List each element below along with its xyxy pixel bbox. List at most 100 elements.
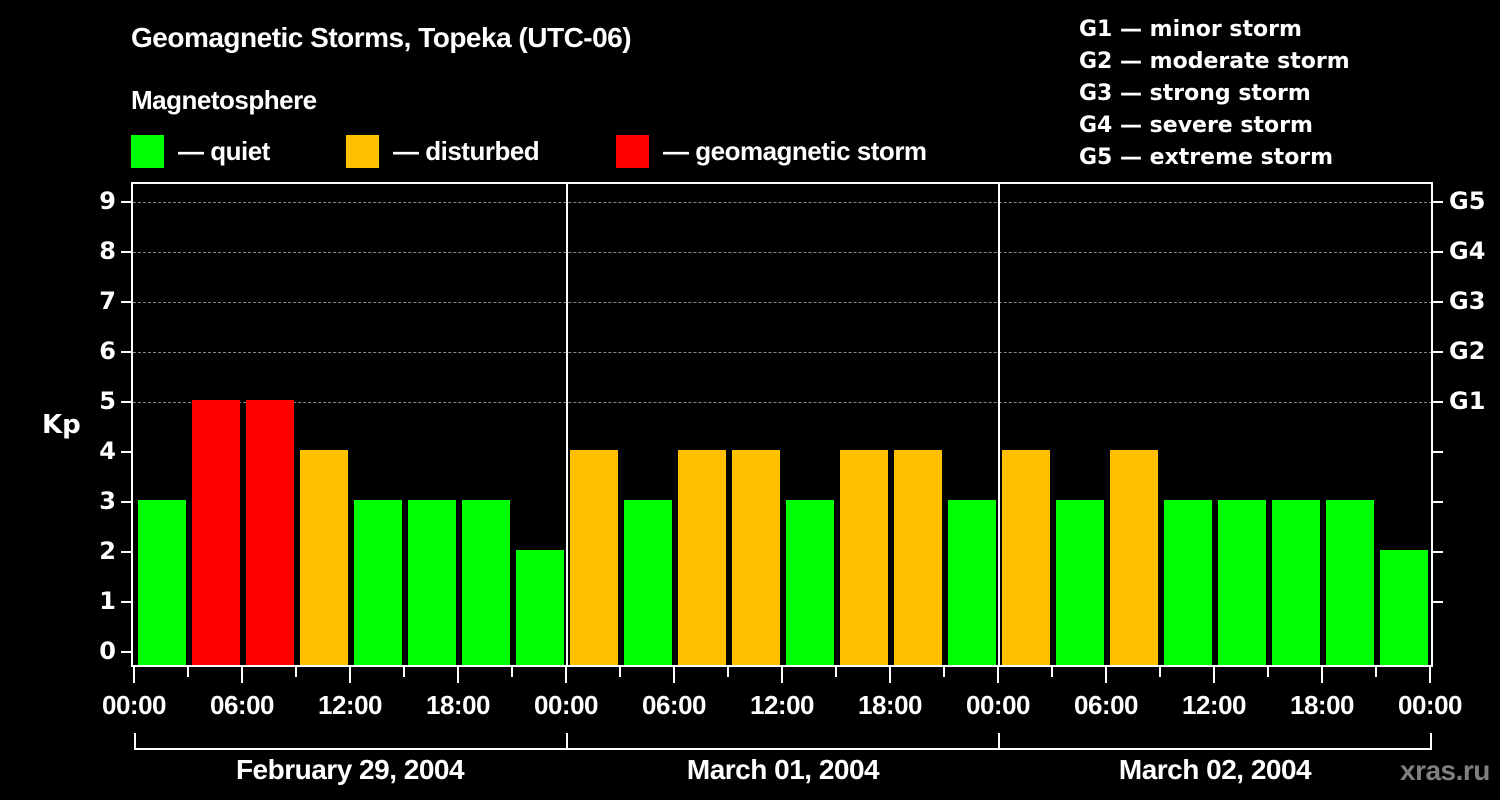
x-tick	[565, 667, 567, 683]
kp-bar	[1272, 500, 1320, 665]
y-tick-label: 9	[99, 187, 116, 215]
right-tick	[1433, 551, 1443, 553]
x-tick	[133, 667, 135, 683]
y-tick-label: 1	[99, 587, 116, 615]
x-tick	[457, 667, 459, 683]
quiet-swatch	[131, 134, 164, 168]
legend-storm-label: — geomagnetic storm	[663, 135, 927, 166]
y-tick-label: 6	[99, 337, 116, 365]
kp-bar	[624, 500, 672, 665]
legend-quiet: — quiet	[131, 134, 270, 168]
kp-bar	[462, 500, 510, 665]
y-tick-label: 7	[99, 287, 116, 315]
y-axis-label: Kp	[42, 410, 81, 440]
kp-bar	[1056, 500, 1104, 665]
y-tick	[121, 301, 131, 303]
x-tick-label: 12:00	[750, 690, 815, 720]
y-tick	[121, 251, 131, 253]
g2-legend: G2 — moderate storm	[1079, 49, 1350, 74]
g-scale-legend: G1 — minor storm G2 — moderate storm G3 …	[1079, 14, 1350, 174]
x-tick	[1159, 667, 1161, 677]
legend-subtitle: Magnetosphere	[131, 85, 317, 115]
y-tick-label: 8	[99, 237, 116, 265]
g-level-label: G4	[1449, 237, 1486, 265]
legend-quiet-label: — quiet	[178, 135, 270, 166]
legend-disturbed-label: — disturbed	[393, 135, 540, 166]
x-tick-label: 00:00	[1398, 690, 1463, 720]
legend-disturbed: — disturbed	[346, 134, 540, 168]
x-tick	[781, 667, 783, 683]
y-tick	[121, 351, 131, 353]
y-tick-label: 3	[99, 487, 116, 515]
kp-bar	[354, 500, 402, 665]
y-tick-label: 0	[99, 637, 116, 665]
day-divider	[566, 182, 568, 667]
kp-bar	[732, 450, 780, 665]
kp-bar	[1002, 450, 1050, 665]
y-tick	[121, 451, 131, 453]
legend-storm: — geomagnetic storm	[616, 134, 927, 168]
y-tick	[121, 601, 131, 603]
kp-bar	[786, 500, 834, 665]
x-tick-label: 18:00	[858, 690, 923, 720]
right-tick	[1433, 601, 1443, 603]
plot-frame	[131, 182, 1433, 667]
x-tick-label: 00:00	[534, 690, 599, 720]
chart-title: Geomagnetic Storms, Topeka (UTC-06)	[131, 22, 632, 53]
kp-bar	[192, 400, 240, 665]
x-tick-label: 18:00	[1290, 690, 1355, 720]
kp-bar	[894, 450, 942, 665]
y-tick	[121, 501, 131, 503]
gridline	[133, 302, 1432, 303]
right-tick	[1433, 301, 1443, 303]
g3-legend: G3 — strong storm	[1079, 81, 1311, 106]
kp-bar	[138, 500, 186, 665]
y-tick	[121, 401, 131, 403]
gridline	[133, 352, 1432, 353]
kp-bar	[1380, 550, 1428, 665]
x-tick-label: 12:00	[318, 690, 383, 720]
bracket-tick	[566, 733, 568, 750]
kp-bar	[1326, 500, 1374, 665]
x-tick	[403, 667, 405, 677]
gridline	[133, 202, 1432, 203]
y-tick-label: 5	[99, 387, 116, 415]
kp-bar	[948, 500, 996, 665]
x-tick	[943, 667, 945, 677]
g-level-label: G5	[1449, 187, 1486, 215]
right-tick	[1433, 501, 1443, 503]
x-tick	[1051, 667, 1053, 677]
y-tick-label: 2	[99, 537, 116, 565]
g5-legend: G5 — extreme storm	[1079, 145, 1334, 170]
x-tick	[1213, 667, 1215, 683]
kp-bar	[840, 450, 888, 665]
x-tick	[349, 667, 351, 683]
storm-swatch	[616, 134, 649, 168]
watermark: xras.ru	[1400, 755, 1490, 786]
kp-bar	[408, 500, 456, 665]
x-tick	[295, 667, 297, 677]
x-tick	[241, 667, 243, 683]
right-tick	[1433, 351, 1443, 353]
x-tick	[1429, 667, 1431, 683]
day-bracket	[134, 748, 1432, 750]
g-level-label: G2	[1449, 337, 1486, 365]
x-tick-label: 00:00	[102, 690, 167, 720]
x-tick-label: 00:00	[966, 690, 1031, 720]
disturbed-swatch	[346, 134, 379, 168]
x-tick	[727, 667, 729, 677]
bracket-tick	[998, 733, 1000, 750]
kp-bar	[678, 450, 726, 665]
y-tick	[121, 651, 131, 653]
g4-legend: G4 — severe storm	[1079, 113, 1313, 138]
right-tick	[1433, 251, 1443, 253]
x-tick-label: 18:00	[426, 690, 491, 720]
x-tick	[511, 667, 513, 677]
x-tick	[835, 667, 837, 677]
g-level-label: G1	[1449, 387, 1486, 415]
kp-bar	[516, 550, 564, 665]
day-divider	[998, 182, 1000, 667]
x-tick	[997, 667, 999, 683]
kp-bar	[1218, 500, 1266, 665]
x-tick	[619, 667, 621, 677]
